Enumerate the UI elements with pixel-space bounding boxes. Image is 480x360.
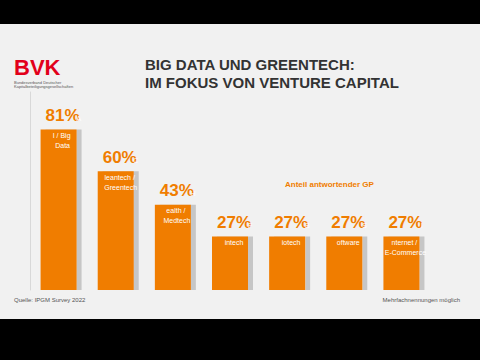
svg-text:Greentech: Greentech	[102, 184, 137, 191]
svg-text:leantech /: leantech /	[105, 174, 135, 181]
svg-text:iotech: iotech	[282, 239, 301, 246]
svg-text:I / Big: I / Big	[53, 132, 73, 140]
svg-text:60%: 60%	[103, 148, 137, 167]
svg-text:27%: 27%	[217, 213, 251, 232]
svg-text:S: S	[362, 222, 367, 229]
svg-text:C: C	[133, 157, 138, 164]
svg-text:nternet /: nternet /	[392, 239, 420, 246]
svg-text:Data: Data	[55, 142, 70, 149]
svg-text:oftware: oftware	[337, 239, 360, 246]
svg-text:A: A	[76, 115, 81, 122]
svg-text:Kapitalbeteiligungsgesellschaf: Kapitalbeteiligungsgesellschaften	[14, 84, 73, 89]
svg-text:27%: 27%	[274, 213, 308, 232]
svg-text:H: H	[191, 190, 196, 197]
svg-text:ealth /: ealth /	[166, 207, 187, 214]
svg-text:Medtech: Medtech	[163, 217, 190, 224]
svg-text:B: B	[305, 222, 310, 229]
svg-text:F: F	[248, 222, 252, 229]
svg-text:27%: 27%	[388, 213, 422, 232]
svg-text:Mehrfachnennungen möglich: Mehrfachnennungen möglich	[383, 297, 460, 303]
svg-text:I: I	[421, 222, 423, 229]
svg-text:intech: intech	[225, 239, 244, 246]
svg-text:43%: 43%	[160, 181, 194, 200]
svg-text:Bundesverband Deutscher: Bundesverband Deutscher	[14, 79, 63, 85]
svg-text:IM FOKUS VON VENTURE CAPITAL: IM FOKUS VON VENTURE CAPITAL	[145, 74, 399, 91]
svg-text:Anteil antwortender GP: Anteil antwortender GP	[285, 180, 375, 189]
svg-text:27%: 27%	[331, 213, 365, 232]
svg-text:E-Commerce: E-Commerce	[385, 249, 426, 256]
svg-text:BIG DATA UND GREENTECH:: BIG DATA UND GREENTECH:	[145, 56, 355, 73]
svg-text:Quelle: IPGM Survey 2022: Quelle: IPGM Survey 2022	[14, 297, 86, 303]
svg-text:81%: 81%	[46, 106, 80, 125]
svg-text:BVK: BVK	[14, 55, 61, 80]
